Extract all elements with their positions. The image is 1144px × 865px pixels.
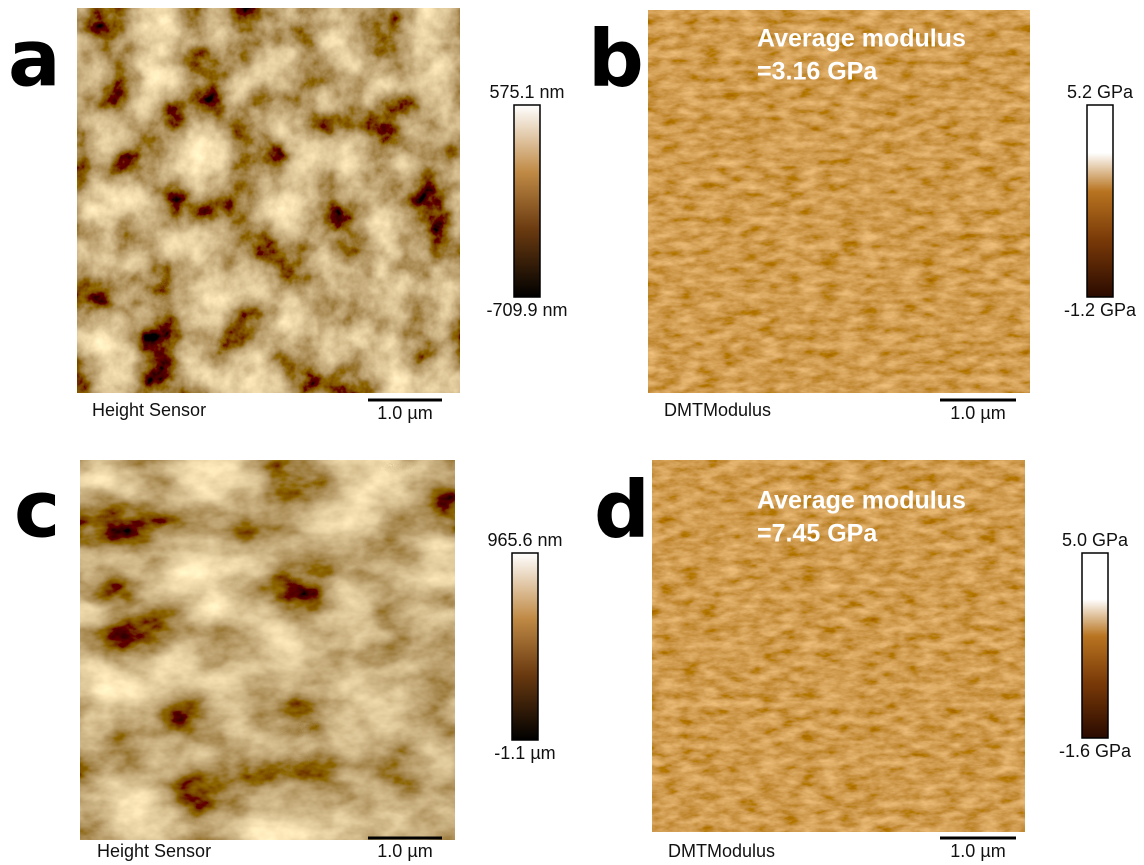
annotation: Average modulus: [757, 487, 966, 515]
annotation: Average modulus: [757, 25, 966, 53]
colorbar-min: -1.6 GPa: [1059, 741, 1132, 761]
colorbar-max: 575.1 nm: [489, 82, 564, 102]
colorbar-max: 965.6 nm: [487, 530, 562, 550]
annotation: =3.16 GPa: [757, 58, 878, 86]
colorbar-min: -709.9 nm: [486, 300, 567, 320]
colorbar-max: 5.0 GPa: [1062, 530, 1129, 550]
panel-letter: c: [14, 465, 60, 555]
caption: Height Sensor: [97, 841, 211, 861]
panel-letter: a: [8, 14, 61, 104]
scale-bar-label: 1.0 µm: [950, 403, 1005, 423]
figure: a 575.1 nm -709.9 nm Height Sensor 1.0 µm b 5.…: [0, 0, 1144, 865]
scale-bar-label: 1.0 µm: [377, 403, 432, 423]
caption: DMTModulus: [664, 400, 771, 420]
panel-letter: b: [588, 14, 644, 104]
colorbar-min: -1.2 GPa: [1064, 300, 1137, 320]
afm-image: [652, 460, 1025, 832]
colorbar-max: 5.2 GPa: [1067, 82, 1134, 102]
caption: DMTModulus: [668, 841, 775, 861]
colorbar: [1082, 553, 1108, 738]
colorbar-min: -1.1 µm: [494, 743, 555, 763]
colorbar: [514, 105, 540, 297]
panel-letter: d: [594, 465, 650, 555]
colorbar: [1087, 105, 1113, 297]
caption: Height Sensor: [92, 400, 206, 420]
afm-image: [80, 460, 455, 840]
scale-bar-label: 1.0 µm: [377, 841, 432, 861]
annotation: =7.45 GPa: [757, 520, 878, 548]
colorbar: [512, 553, 538, 740]
scale-bar-label: 1.0 µm: [950, 841, 1005, 861]
afm-image: [77, 8, 460, 393]
